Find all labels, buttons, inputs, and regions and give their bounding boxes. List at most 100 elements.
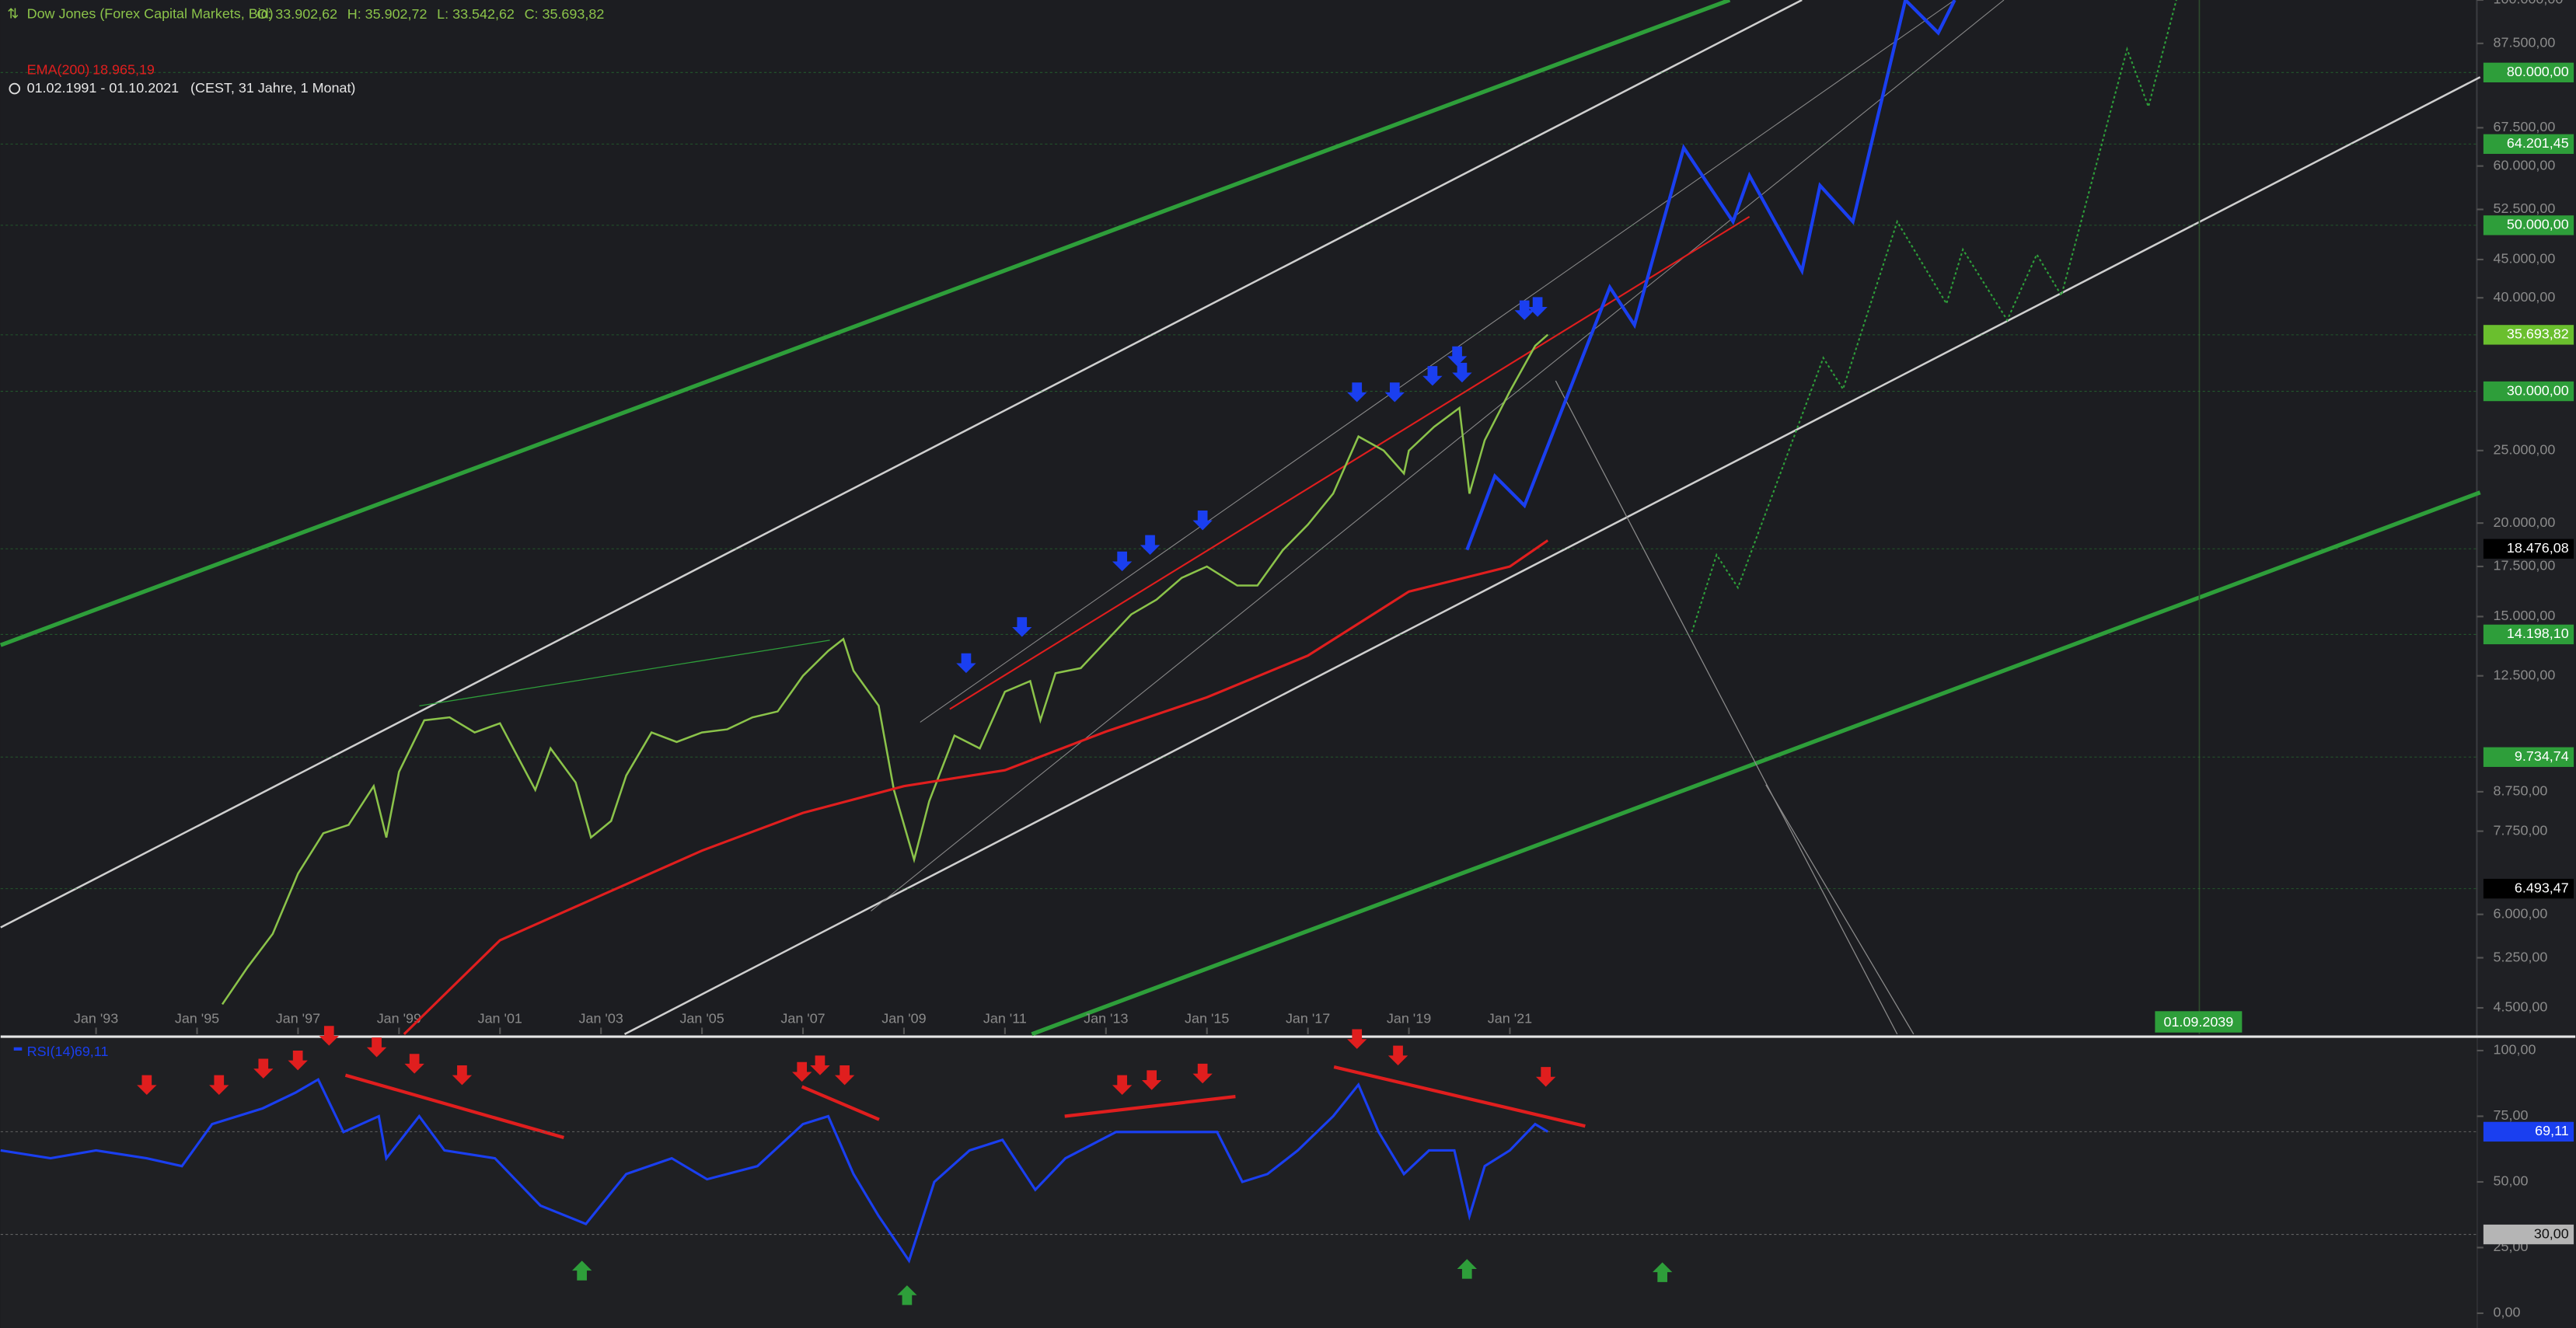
legend-swatch	[13, 1047, 23, 1051]
x-tick-label: Jan '09	[881, 1011, 926, 1026]
legend-entry: RSI(14)	[27, 1044, 75, 1059]
ema-readout: 18.965,19	[92, 62, 155, 78]
y-tick-label: 60.000,00	[2494, 157, 2556, 173]
price-tag	[2483, 1224, 2574, 1245]
rsi-divergence	[344, 1073, 564, 1139]
ema-line	[403, 539, 1549, 1035]
price-tag	[2483, 878, 2574, 899]
arrows	[137, 297, 1673, 1305]
y-tick-label: 75,00	[2494, 1107, 2529, 1123]
period: 01.02.1991 - 01.10.2021 (CEST, 31 Jahre,…	[27, 80, 356, 96]
price-tag	[2483, 381, 2574, 402]
legend-icon: ⇅	[7, 6, 19, 22]
y-tick-label: 0,00	[2494, 1305, 2521, 1320]
down-arrow	[1422, 366, 1443, 386]
down-arrow	[1192, 510, 1213, 531]
price-tag-label: 50.000,00	[2507, 217, 2569, 232]
y-tick-label: 87.500,00	[2494, 35, 2556, 51]
rsi-readout: 69,11	[75, 1044, 109, 1059]
price-tag	[2483, 215, 2574, 235]
price-tag-label: 80.000,00	[2507, 64, 2569, 79]
price-tag	[2483, 1121, 2574, 1142]
down-arrow	[1192, 1063, 1213, 1084]
down-arrow	[253, 1058, 274, 1079]
projection	[1465, 0, 1956, 551]
down-arrow	[1447, 346, 1468, 367]
channel-line	[0, 0, 1803, 929]
x-tick-label: Jan '13	[1084, 1011, 1128, 1026]
down-arrow	[834, 1065, 855, 1086]
y-tick-label: 52.500,00	[2494, 200, 2556, 216]
down-arrow	[137, 1075, 157, 1096]
x-tick-label: Jan '05	[679, 1011, 724, 1026]
date-marker: 01.09.2039	[2163, 1014, 2233, 1030]
y-tick-label: 40.000,00	[2494, 289, 2556, 305]
ohlc-value: L: 33.542,62	[437, 6, 515, 22]
y-tick-label: 67.500,00	[2494, 119, 2556, 134]
x-tick-label: Jan '95	[175, 1011, 219, 1026]
price-tag	[2483, 539, 2574, 559]
y-tick-label: 8.750,00	[2494, 783, 2548, 799]
date-marker-tag	[2155, 1011, 2243, 1033]
up-arrow	[1652, 1262, 1673, 1282]
x-tick-label: Jan '19	[1387, 1011, 1431, 1026]
down-arrow	[1514, 300, 1534, 320]
price-tag-label: 30.000,00	[2507, 382, 2569, 398]
drawings	[0, 0, 2481, 1139]
price-tag	[2483, 62, 2574, 83]
y-tick-label: 4.500,00	[2494, 999, 2548, 1015]
ohlc-readout: O: 33.902,62 H: 35.902,72 L: 33.542,62 C: 3…	[257, 6, 604, 22]
rsi-pane	[0, 1037, 2477, 1328]
x-tick-label: Jan '01	[478, 1011, 522, 1026]
rsi-divergence	[801, 1085, 880, 1121]
down-arrow	[792, 1061, 812, 1082]
rsi-line	[0, 1077, 1549, 1264]
x-tick-label: Jan '17	[1286, 1011, 1330, 1026]
y-tick-label: 45.000,00	[2494, 251, 2556, 267]
price-tag-label: 18.476,08	[2507, 540, 2569, 556]
x-tick-label: Jan '21	[1488, 1011, 1532, 1026]
channel-line	[623, 76, 2481, 1035]
trend-line	[1765, 784, 1915, 1035]
x-tick-label: Jan '07	[780, 1011, 825, 1026]
up-arrow	[897, 1285, 917, 1305]
clock-icon	[9, 82, 21, 95]
down-arrow	[1452, 362, 1472, 383]
price-tag	[2483, 624, 2574, 645]
price-tag-label: 69,11	[2535, 1123, 2569, 1138]
down-arrow	[1141, 1070, 1162, 1090]
down-arrow	[319, 1026, 339, 1046]
channel-line	[0, 0, 1731, 647]
down-arrow	[366, 1037, 387, 1058]
x-tick-label: Jan '99	[377, 1011, 421, 1026]
trend-line	[419, 640, 830, 706]
x-tick-label: Jan '97	[276, 1011, 320, 1026]
y-tick-label: 17.500,00	[2494, 558, 2556, 573]
price-tag-label: 9.734,74	[2515, 748, 2569, 764]
down-arrow	[1527, 297, 1548, 317]
down-arrow	[1384, 382, 1405, 403]
down-arrow	[810, 1055, 830, 1075]
x-tick-label: Jan '15	[1185, 1011, 1229, 1026]
channel-line	[920, 0, 1955, 723]
down-arrow	[288, 1050, 308, 1071]
y-tick-label: 12.500,00	[2494, 667, 2556, 682]
price-tag-label: 35.693,82	[2507, 326, 2569, 342]
price-tag	[2483, 747, 2574, 767]
y-tick-label: 100,00	[2494, 1042, 2536, 1058]
ohlc-value: O: 33.902,62	[257, 6, 337, 22]
y-tick-label: 5.250,00	[2494, 949, 2548, 964]
down-arrow	[209, 1075, 229, 1096]
rsi-divergence	[1333, 1065, 1586, 1128]
price-tag-label: 14.198,10	[2507, 626, 2569, 641]
price-tag-label: 64.201,45	[2507, 135, 2569, 151]
y-tick-label: 100.000,00	[2494, 0, 2564, 7]
y-tick-label: 20.000,00	[2494, 514, 2556, 530]
y-tick-label: 15.000,00	[2494, 608, 2556, 623]
down-arrow	[1347, 382, 1367, 403]
y-tick-label: 6.000,00	[2494, 905, 2548, 921]
y-tick-label: 7.750,00	[2494, 822, 2548, 838]
price-tag	[2483, 325, 2574, 345]
